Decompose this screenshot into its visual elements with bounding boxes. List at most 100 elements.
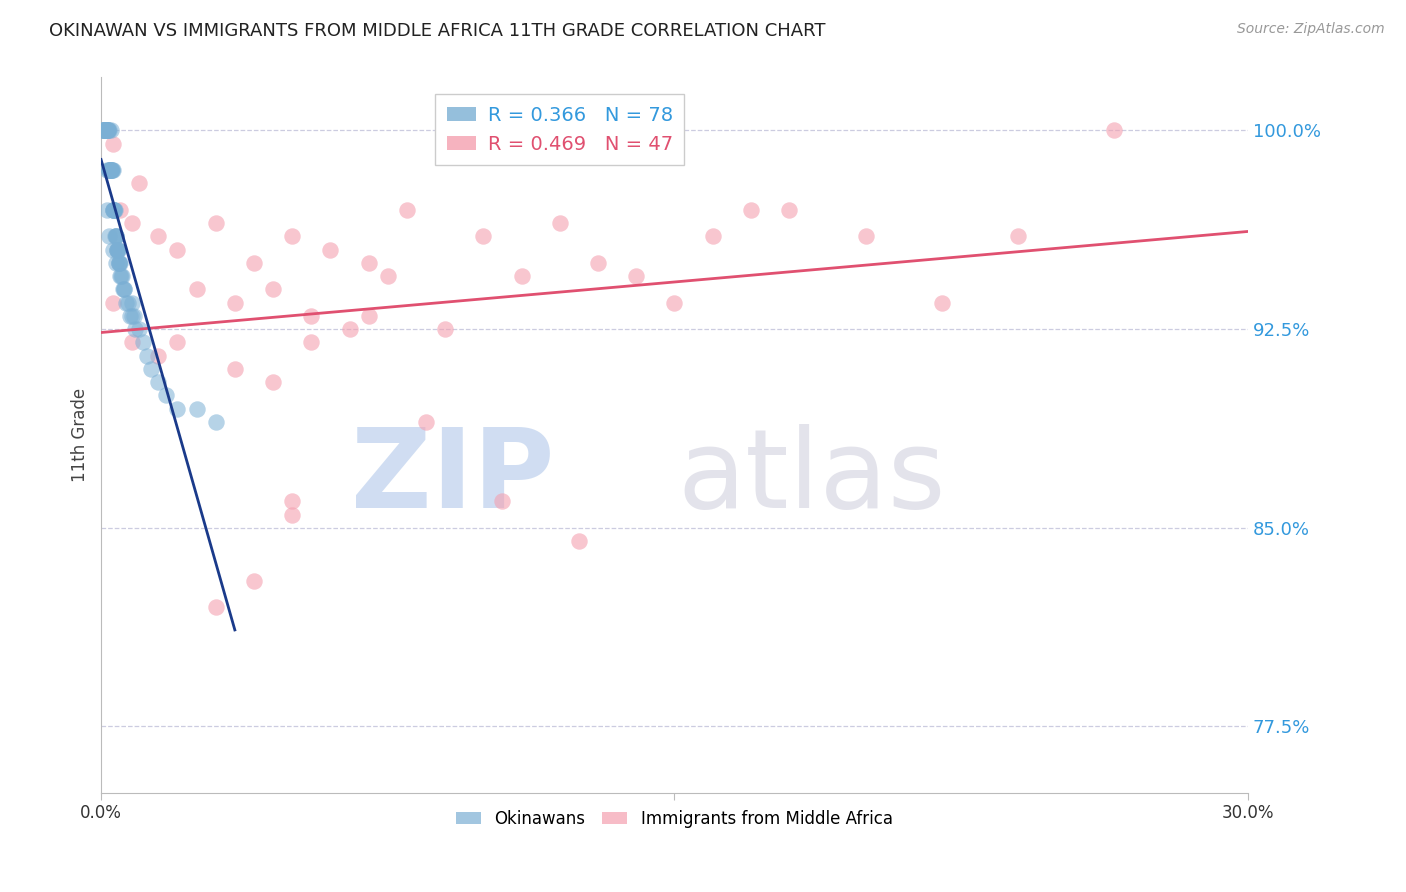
Point <box>107 243 129 257</box>
Point <box>204 415 226 429</box>
Point <box>224 295 246 310</box>
Point <box>931 295 953 310</box>
Point <box>395 202 418 217</box>
Point <box>103 202 125 217</box>
Point <box>100 163 122 178</box>
Point <box>98 163 121 178</box>
Point <box>105 243 128 257</box>
Point <box>1102 123 1125 137</box>
Point <box>94 123 117 137</box>
Point <box>626 269 648 284</box>
Point <box>122 309 145 323</box>
Point <box>155 388 177 402</box>
Point <box>281 229 304 244</box>
Point <box>101 163 124 178</box>
Point <box>415 415 437 429</box>
Point <box>664 295 686 310</box>
Point <box>377 269 399 284</box>
Point <box>132 335 155 350</box>
Point <box>98 163 121 178</box>
Point <box>148 375 170 389</box>
Point <box>491 494 513 508</box>
Point <box>91 123 114 137</box>
Point <box>702 229 724 244</box>
Point <box>93 123 115 137</box>
Point <box>103 202 125 217</box>
Point <box>97 123 120 137</box>
Point <box>104 229 127 244</box>
Point <box>434 322 457 336</box>
Point <box>111 269 134 284</box>
Point <box>166 335 188 350</box>
Point <box>124 322 146 336</box>
Point <box>740 202 762 217</box>
Point <box>121 216 143 230</box>
Point <box>103 202 125 217</box>
Point <box>166 401 188 416</box>
Point <box>101 243 124 257</box>
Point <box>121 309 143 323</box>
Point <box>855 229 877 244</box>
Point <box>107 256 129 270</box>
Point <box>105 243 128 257</box>
Point <box>104 229 127 244</box>
Point <box>93 123 115 137</box>
Text: atlas: atlas <box>678 425 946 532</box>
Point <box>548 216 571 230</box>
Point <box>96 123 118 137</box>
Point <box>108 256 131 270</box>
Text: ZIP: ZIP <box>350 425 554 532</box>
Point <box>107 243 129 257</box>
Point <box>299 309 322 323</box>
Point <box>94 123 117 137</box>
Point <box>94 123 117 137</box>
Point <box>118 309 141 323</box>
Point <box>128 177 150 191</box>
Point <box>94 123 117 137</box>
Point <box>91 123 114 137</box>
Point <box>96 163 118 178</box>
Point <box>778 202 800 217</box>
Point <box>224 361 246 376</box>
Point <box>112 282 135 296</box>
Point <box>100 163 122 178</box>
Point <box>108 202 131 217</box>
Point <box>186 401 208 416</box>
Point <box>105 229 128 244</box>
Point <box>104 229 127 244</box>
Text: Source: ZipAtlas.com: Source: ZipAtlas.com <box>1237 22 1385 37</box>
Point <box>93 123 115 137</box>
Point <box>97 229 120 244</box>
Point <box>104 202 127 217</box>
Point <box>108 256 131 270</box>
Point <box>100 163 122 178</box>
Point <box>121 335 143 350</box>
Point <box>357 309 380 323</box>
Point <box>108 269 131 284</box>
Point <box>135 349 157 363</box>
Y-axis label: 11th Grade: 11th Grade <box>72 388 89 482</box>
Point <box>101 163 124 178</box>
Point <box>100 163 122 178</box>
Point <box>128 322 150 336</box>
Point <box>148 349 170 363</box>
Point <box>262 282 284 296</box>
Point <box>262 375 284 389</box>
Point <box>243 574 266 588</box>
Point <box>103 202 125 217</box>
Point <box>115 295 138 310</box>
Legend: Okinawans, Immigrants from Middle Africa: Okinawans, Immigrants from Middle Africa <box>450 803 900 834</box>
Point <box>204 216 226 230</box>
Point <box>98 163 121 178</box>
Point <box>139 361 162 376</box>
Point <box>96 123 118 137</box>
Point <box>96 123 118 137</box>
Point <box>243 256 266 270</box>
Point <box>319 243 342 257</box>
Point <box>357 256 380 270</box>
Point <box>166 243 188 257</box>
Point <box>586 256 609 270</box>
Point <box>299 335 322 350</box>
Point <box>110 269 132 284</box>
Point <box>281 494 304 508</box>
